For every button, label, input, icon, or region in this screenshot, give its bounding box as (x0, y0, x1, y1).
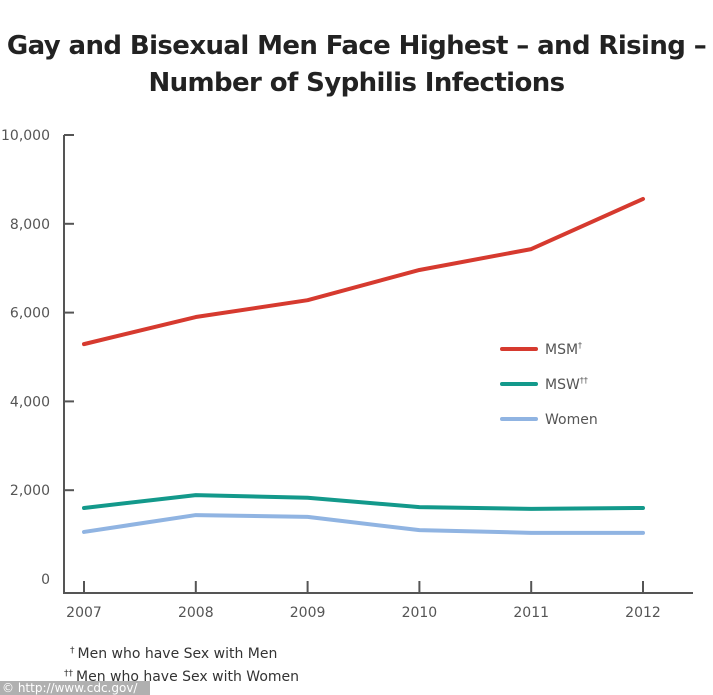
series-line-women (84, 515, 643, 533)
source-watermark: © http://www.cdc.gov/ (0, 681, 150, 695)
legend-label-women: Women (545, 412, 598, 428)
y-tick-label: 0 (41, 572, 50, 588)
footnote-msm-mark: † (70, 646, 75, 656)
legend-label-text: MSM (545, 342, 578, 358)
x-tick-label: 2009 (290, 605, 326, 621)
series-line-msm (84, 199, 643, 344)
legend-label-text: Women (545, 412, 598, 428)
y-tick-label: 10,000 (1, 128, 50, 144)
legend: MSM† MSW†† Women (502, 341, 598, 428)
legend-footnote-marker: † (578, 341, 582, 350)
x-tick-label: 2010 (402, 605, 438, 621)
legend-label-msm: MSM† (545, 341, 582, 358)
y-tick-label: 4,000 (10, 394, 50, 410)
x-tick-label: 2012 (625, 605, 661, 621)
series-lines (84, 199, 643, 533)
y-tick-label: 2,000 (10, 483, 50, 499)
y-tick-label: 8,000 (10, 217, 50, 233)
footnote-msm: †Men who have Sex with Men (70, 646, 277, 662)
legend-label-text: MSW (545, 377, 580, 393)
legend-label-msw: MSW†† (545, 376, 588, 393)
series-line-msw (84, 495, 643, 509)
legend-footnote-marker: †† (580, 376, 588, 385)
x-tick-label: 2008 (178, 605, 214, 621)
x-tick-label: 2011 (513, 605, 549, 621)
y-tick-label: 6,000 (10, 306, 50, 322)
x-tick-label: 2007 (66, 605, 102, 621)
footnote-msm-text: Men who have Sex with Men (78, 646, 278, 662)
footnote-msw-mark: †† (64, 669, 73, 679)
x-axis-ticks: 2007 2008 2009 2010 2011 2012 (66, 581, 661, 621)
